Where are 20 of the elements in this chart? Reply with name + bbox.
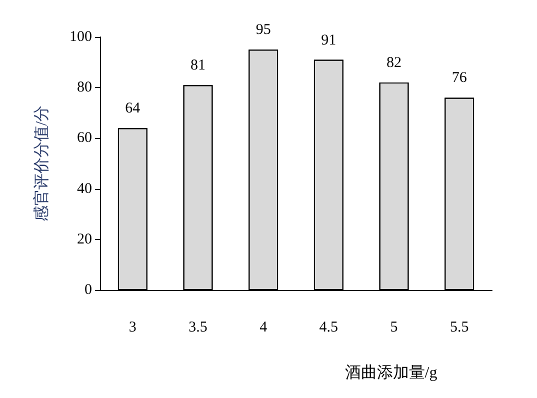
data-label: 64 <box>125 100 141 117</box>
data-label: 81 <box>190 58 206 74</box>
y-tick-label: 80 <box>77 80 92 96</box>
x-tick-label: 5 <box>390 320 398 336</box>
data-label: 95 <box>256 22 271 38</box>
x-tick-label: 5.5 <box>450 320 469 336</box>
y-tick-label: 40 <box>77 180 92 197</box>
x-tick-label: 3.5 <box>188 320 208 336</box>
data-label: 76 <box>452 70 468 86</box>
y-tick-label: 0 <box>84 282 92 298</box>
y-tick-label: 100 <box>70 29 92 45</box>
data-label: 82 <box>386 55 402 72</box>
y-tick-label: 20 <box>77 231 92 248</box>
x-tick-label: 3 <box>128 320 136 336</box>
x-tick-label: 4.5 <box>319 320 338 336</box>
data-label: 91 <box>321 32 336 48</box>
x-axis-title: 酒曲添加量/g <box>344 364 438 382</box>
x-tick-label: 4 <box>260 320 268 336</box>
y-tick-label: 60 <box>77 130 92 146</box>
y-axis-title: 感官评价分值/分 <box>32 105 50 222</box>
